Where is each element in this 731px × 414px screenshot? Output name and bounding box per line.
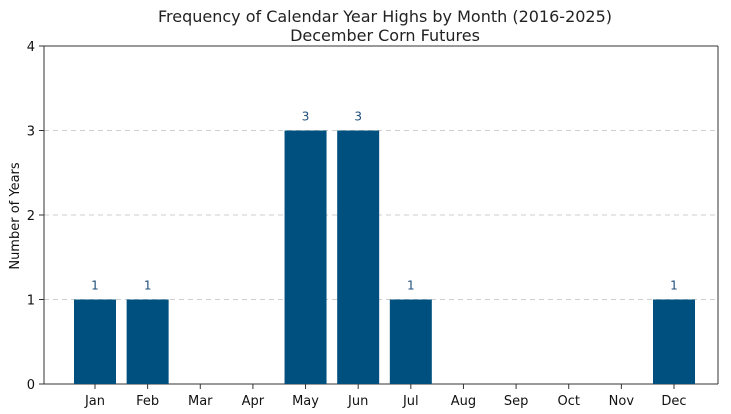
- bar: [74, 299, 116, 384]
- bar-value-label: 1: [407, 279, 415, 293]
- bar: [653, 299, 695, 384]
- x-tick-label: Dec: [661, 394, 686, 409]
- bar-value-label: 1: [91, 279, 99, 293]
- y-axis-label: Number of Years: [8, 162, 23, 270]
- x-tick-label: Nov: [609, 394, 635, 409]
- bar-value-label: 3: [302, 110, 310, 124]
- x-tick-label: Apr: [242, 394, 265, 409]
- x-tick-label: Jul: [402, 394, 419, 409]
- x-tick-label: Mar: [188, 394, 213, 409]
- axes: 0 1 2 3 4 Jan Feb Mar Apr May Jun Jul Aug Sep Oct Nov De…: [27, 40, 719, 409]
- y-tick-label: 0: [27, 378, 35, 393]
- x-tick-label: Jun: [347, 394, 368, 409]
- bar-value-label: 3: [354, 110, 362, 124]
- x-tick-label: May: [292, 394, 319, 409]
- bar: [126, 299, 169, 384]
- x-tick-label: Aug: [451, 394, 476, 409]
- bar: [389, 299, 432, 384]
- data-labels: 1 1 3 3 1 1: [91, 110, 678, 293]
- bar-value-label: 1: [670, 279, 678, 293]
- x-tick-label: Jan: [84, 394, 105, 409]
- y-tick-label: 1: [27, 294, 35, 309]
- bars: [74, 130, 695, 384]
- x-tick-label: Oct: [557, 394, 579, 409]
- chart-subtitle: December Corn Futures: [290, 26, 480, 45]
- bar-value-label: 1: [144, 279, 152, 293]
- y-tick-label: 4: [27, 40, 35, 55]
- x-tick-label: Sep: [504, 394, 529, 409]
- x-tick-label: Feb: [136, 394, 159, 409]
- bar: [337, 130, 380, 384]
- gridlines: [44, 45, 718, 300]
- bar: [284, 130, 327, 384]
- y-tick-label: 2: [27, 209, 35, 224]
- y-tick-label: 3: [27, 125, 35, 140]
- chart-title: Frequency of Calendar Year Highs by Mont…: [158, 7, 612, 26]
